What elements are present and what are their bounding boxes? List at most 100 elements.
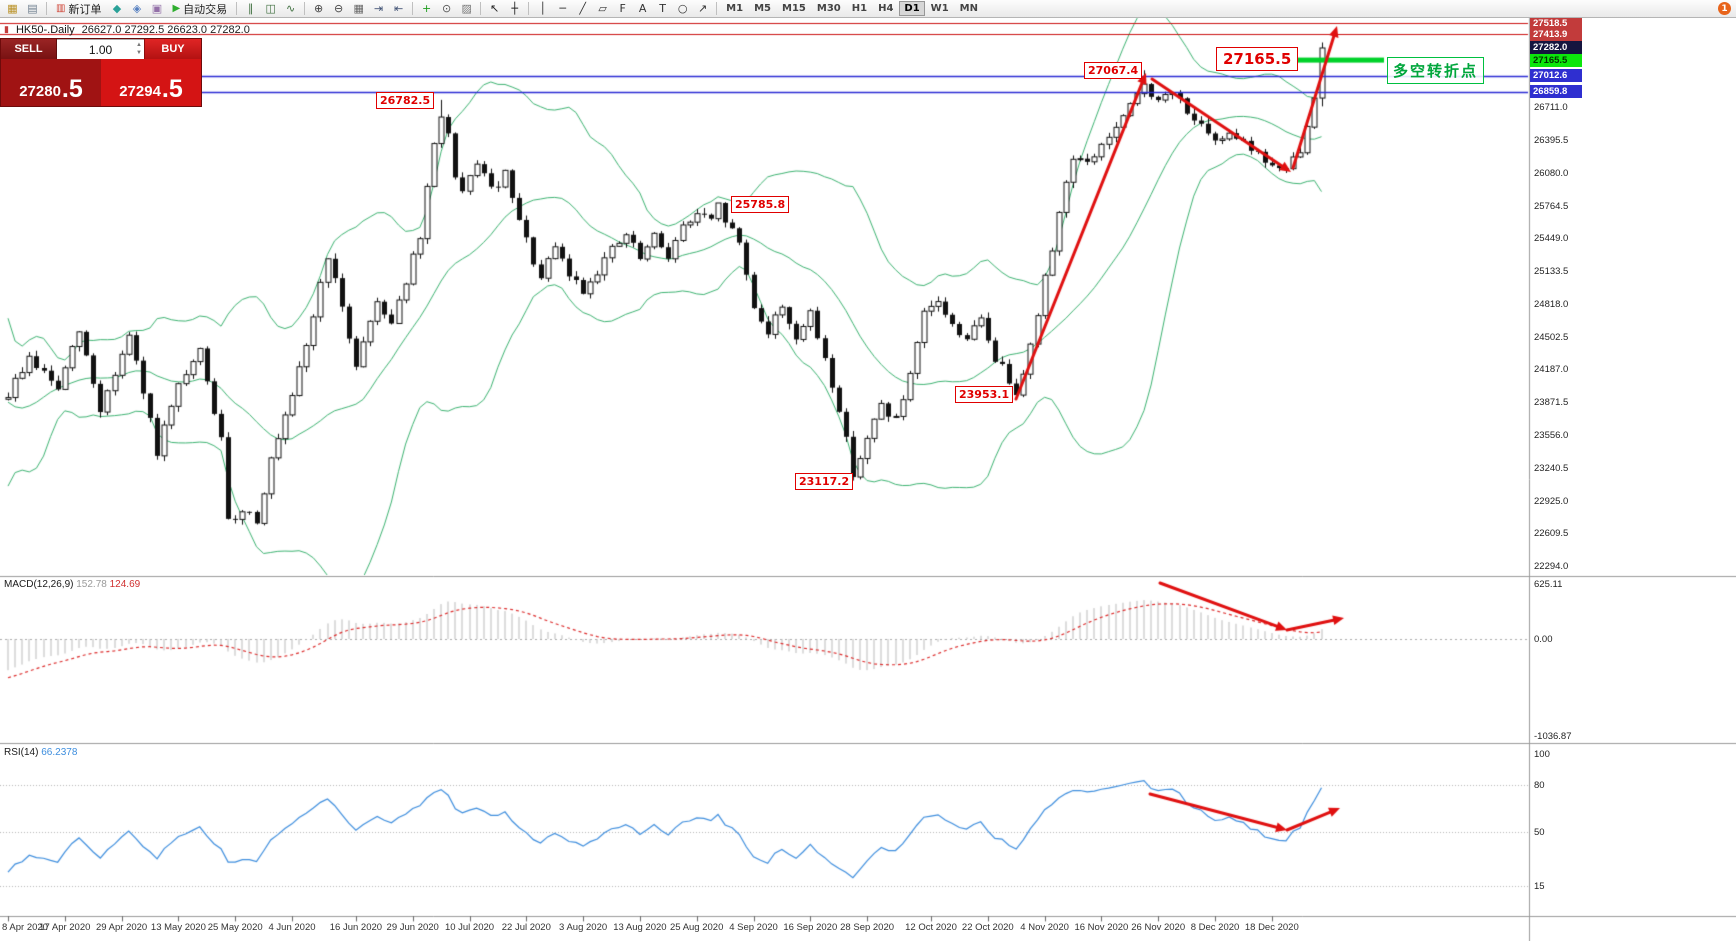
auto-scroll-icon[interactable]: ⇥: [374, 2, 384, 15]
templates-icon[interactable]: ▨: [461, 2, 472, 15]
arrows-icon[interactable]: ↗: [698, 2, 708, 15]
date-axis-label: 17 Apr 2020: [39, 922, 91, 933]
sell-price[interactable]: 27280 .5: [1, 59, 101, 106]
trendline-icon[interactable]: ╱: [579, 2, 586, 15]
buy-button[interactable]: BUY: [144, 39, 201, 59]
crosshair-icon[interactable]: ┼: [511, 2, 518, 15]
toolbar-separator: [412, 2, 414, 15]
price-axis-marker: 27282.0: [1530, 41, 1582, 55]
toolbar-separator: [304, 2, 306, 15]
strategy-tester-icon[interactable]: ▣: [151, 2, 163, 15]
toolbar-separator: [236, 2, 238, 15]
new-order-icon: ▥: [56, 3, 66, 14]
price-annotation[interactable]: 27165.5: [1216, 47, 1299, 71]
rsi-axis-tick: 50: [1534, 826, 1545, 838]
equidistant-channel-icon[interactable]: ▱: [598, 2, 607, 15]
chart-shift-icon[interactable]: ⇤: [394, 2, 404, 15]
price-axis-tick: 25449.0: [1534, 233, 1569, 245]
zoom-in-icon[interactable]: ⊕: [314, 2, 324, 15]
date-axis-label: 16 Nov 2020: [1074, 922, 1129, 933]
rsi-indicator-label: RSI(14) 66.2378: [4, 747, 77, 758]
buy-price[interactable]: 27294 .5: [101, 59, 201, 106]
notification-badge[interactable]: 1: [1718, 2, 1731, 15]
timeframe-m1[interactable]: M1: [726, 3, 744, 14]
macd-indicator-label: MACD(12,26,9) 152.78 124.69: [4, 579, 140, 590]
price-annotation[interactable]: 多空转折点: [1387, 57, 1485, 84]
date-axis-label: 28 Sep 2020: [840, 922, 895, 933]
chart-symbol-strip: ▮ HK50-.Daily 26627.0 27292.5 26623.0 27…: [0, 22, 256, 37]
data-window-icon[interactable]: ◈: [132, 2, 142, 15]
volume-spin-icons[interactable]: ▲ ▼: [136, 41, 142, 57]
macd-axis-tick: -1036.87: [1534, 731, 1572, 742]
timeframe-mn[interactable]: MN: [959, 3, 978, 14]
chart-canvas[interactable]: [0, 18, 1736, 941]
date-axis-label: 16 Sep 2020: [783, 922, 838, 933]
profiles-icon[interactable]: ▤: [27, 2, 38, 15]
sell-button[interactable]: SELL: [1, 39, 57, 59]
price-axis-tick: 22925.0: [1534, 495, 1569, 507]
vertical-line-icon[interactable]: │: [539, 2, 546, 15]
auto-trading-button[interactable]: ▶ 自动交易: [167, 1, 232, 16]
chart-ohlc-values: 26627.0 27292.5 26623.0 27282.0: [81, 23, 250, 36]
spin-down-icon[interactable]: ▼: [136, 50, 142, 56]
shapes-icon[interactable]: ○: [677, 2, 688, 15]
indicators-icon[interactable]: +: [422, 2, 432, 15]
horizontal-line-icon[interactable]: ─: [559, 2, 566, 15]
cursor-icon[interactable]: ↖: [490, 2, 500, 15]
date-axis-label: 18 Dec 2020: [1244, 922, 1299, 933]
line-chart-icon[interactable]: ∿: [286, 2, 296, 15]
macd-signal-value: 124.69: [109, 579, 141, 590]
price-annotation[interactable]: 23117.2: [795, 473, 854, 490]
macd-axis-tick: 0.00: [1534, 634, 1553, 645]
new-order-button[interactable]: ▥ 新订单: [51, 1, 106, 16]
price-annotation[interactable]: 23953.1: [955, 386, 1014, 403]
candlestick-chart-icon[interactable]: ◫: [265, 2, 276, 15]
timeframe-m15[interactable]: M15: [782, 3, 806, 14]
periods-icon[interactable]: ⊙: [442, 2, 452, 15]
timeframe-h1[interactable]: H1: [851, 3, 868, 14]
timeframe-d1[interactable]: D1: [899, 1, 925, 16]
timeframe-m5[interactable]: M5: [754, 3, 771, 14]
date-axis-label: 29 Jun 2020: [386, 922, 439, 933]
new-chart-icon[interactable]: ▦: [7, 2, 18, 15]
sell-price-pips: .5: [61, 75, 83, 103]
chart-symbol: HK50-.Daily: [15, 23, 75, 36]
timeframe-m30[interactable]: M30: [816, 3, 841, 14]
price-annotation[interactable]: 27067.4: [1084, 62, 1143, 79]
fibonacci-icon[interactable]: F: [619, 2, 626, 15]
date-axis-label: 10 Jul 2020: [444, 922, 495, 933]
price-annotation[interactable]: 26782.5: [376, 92, 435, 109]
date-axis-label: 4 Sep 2020: [729, 922, 778, 933]
price-axis-tick: 22609.5: [1534, 528, 1569, 540]
text-icon[interactable]: A: [638, 2, 647, 15]
price-axis-marker: 27165.5: [1530, 53, 1582, 67]
bar-chart-icon[interactable]: ∥: [247, 2, 254, 15]
price-axis-marker: 26859.8: [1530, 85, 1582, 99]
price-axis-tick: 26395.5: [1534, 135, 1569, 147]
date-axis-label: 12 Oct 2020: [905, 922, 957, 933]
date-axis-label: 22 Oct 2020: [961, 922, 1014, 933]
date-axis-label: 8 Apr 2020: [2, 922, 48, 933]
zoom-out-icon[interactable]: ⊖: [334, 2, 344, 15]
price-annotation[interactable]: 25785.8: [731, 196, 790, 213]
volume-value: 1.00: [88, 42, 113, 57]
price-axis-marker: 27012.6: [1530, 69, 1582, 83]
date-axis-label: 3 Aug 2020: [559, 922, 608, 933]
price-axis-tick: 23556.0: [1534, 430, 1569, 442]
rsi-axis-tick: 100: [1534, 749, 1550, 760]
tile-windows-icon[interactable]: ▦: [353, 2, 364, 15]
price-axis-tick: 26080.0: [1534, 167, 1569, 179]
date-axis-label: 22 Jul 2020: [501, 922, 551, 933]
market-watch-icon[interactable]: ◆: [112, 2, 122, 15]
volume-stepper[interactable]: 1.00 ▲ ▼: [57, 39, 144, 59]
toolbar-separator: [46, 2, 47, 15]
macd-axis-tick: 625.11: [1534, 579, 1563, 590]
toolbar-separator: [480, 2, 482, 15]
price-axis-tick: 26711.0: [1534, 102, 1568, 114]
text-label-icon[interactable]: T: [659, 2, 667, 15]
spin-up-icon[interactable]: ▲: [136, 42, 142, 48]
timeframe-h4[interactable]: H4: [878, 3, 894, 14]
timeframe-w1[interactable]: W1: [930, 3, 949, 14]
buy-price-pips: .5: [161, 75, 183, 103]
